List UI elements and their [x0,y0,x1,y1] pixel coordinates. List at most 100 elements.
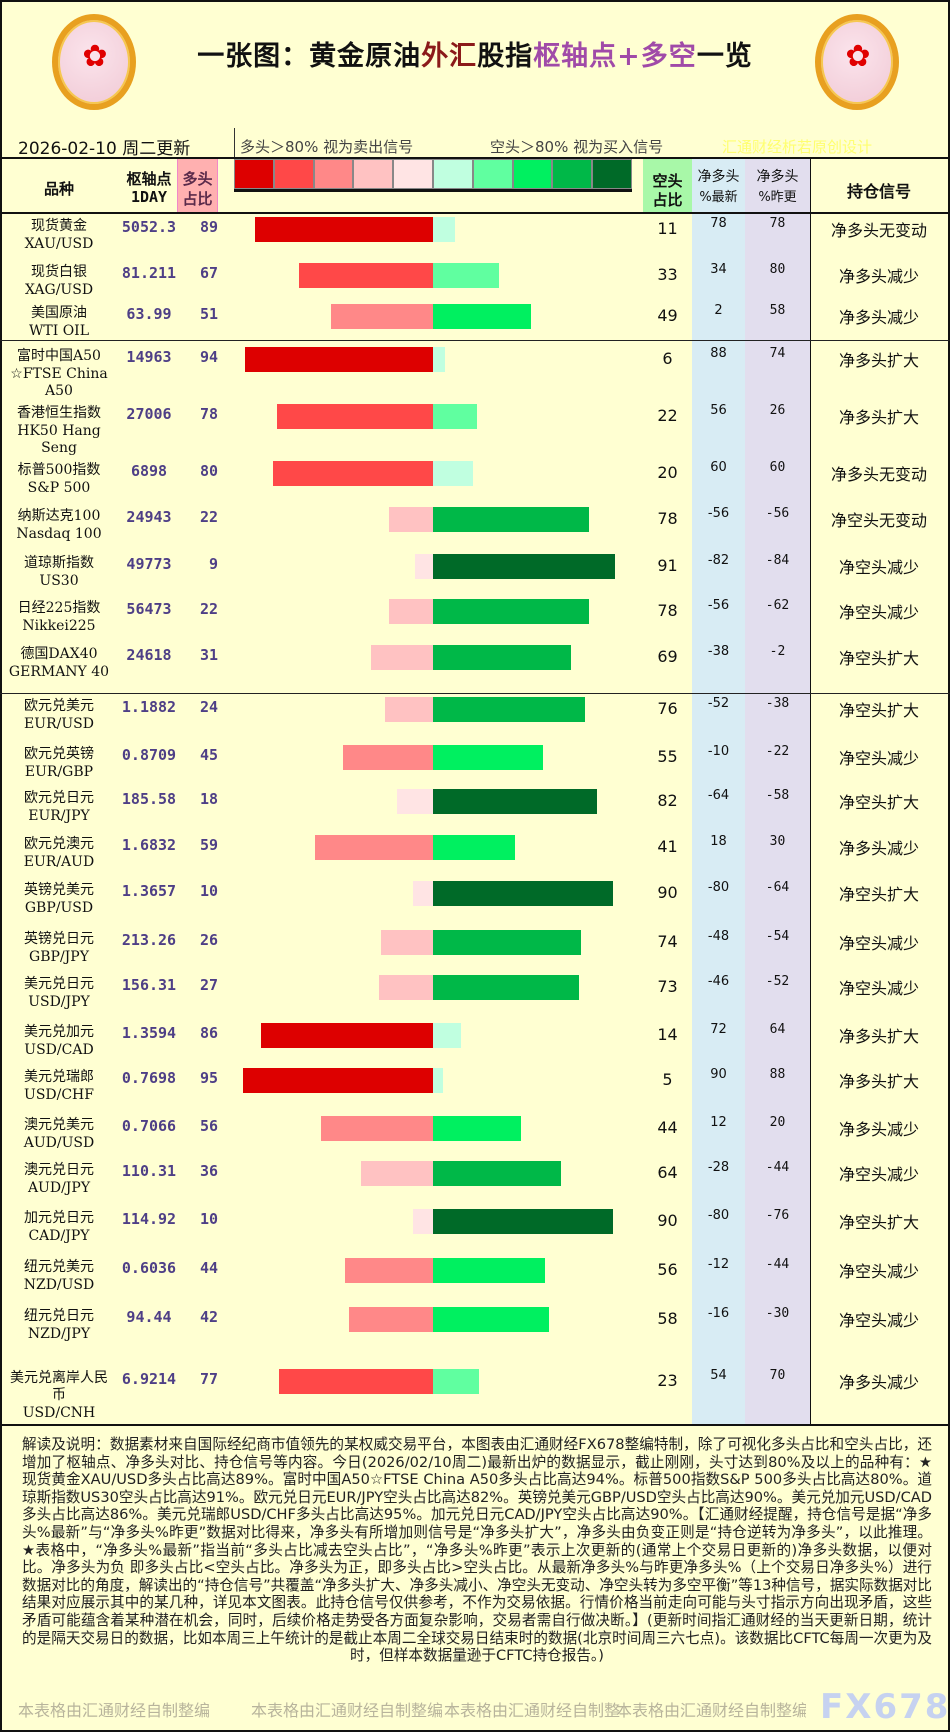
watermark: 本表格由汇通财经自制整编 [251,1701,444,1720]
long-bar [415,554,433,579]
variety-name-cn: 标普500指数 [17,462,101,478]
update-date: 2026-02-10 周二更新 [18,139,191,159]
watermark: 本表格由汇通财经自制整 [444,1701,621,1720]
variety-name-en: EUR/AUD [23,854,95,870]
variety-name-en: CAD/JPY [28,1228,90,1244]
position-signal: 净空头减少 [838,1311,919,1330]
short-header-bg [643,158,692,213]
pivot-value: 81.211 [121,264,177,282]
short-bar [433,1068,443,1093]
net-long-latest: -80 [707,1208,730,1223]
short-ratio: 49 [657,306,678,325]
long-bar [261,1023,433,1048]
pivot-value: 0.7066 [121,1117,177,1135]
short-ratio: 5 [662,1070,673,1089]
short-bar [433,975,579,1000]
position-signal: 净多头无变动 [830,465,927,484]
short-bar [433,347,445,372]
short-ratio: 64 [657,1163,678,1182]
short-bar [433,1209,613,1234]
long-ratio: 10 [199,882,218,900]
variety-name-cn: 纳斯达克100 [17,508,101,524]
position-signal: 净多头无变动 [830,221,927,240]
long-ratio: 94 [199,348,218,366]
net-long-previous: 74 [769,346,786,361]
long-ratio: 89 [199,218,218,236]
long-ratio: 80 [199,462,218,480]
variety-name-en: GBP/USD [24,900,94,916]
variety-name-en: USD/CAD [24,1042,94,1058]
header-net-latest-sub: %最新 [699,190,738,205]
long-header-bg [177,158,218,213]
net-long-latest: -52 [707,696,730,711]
net-long-latest: -82 [707,553,730,568]
net-long-latest: 18 [710,834,727,849]
short-bar [433,461,473,486]
net-long-previous: -22 [765,744,790,759]
long-ratio: 22 [199,508,218,526]
long-ratio: 26 [199,931,218,949]
variety-name-en: GBP/JPY [29,949,89,965]
net-latest-column [692,158,745,1425]
short-signal-note: 空头＞80% 视为买入信号 [490,138,664,156]
net-long-latest: 54 [710,1368,727,1383]
variety-name-en: AUD/JPY [27,1180,91,1196]
header-long-sub: 占比 [182,190,213,208]
long-ratio: 18 [199,790,218,808]
variety-name-en: S&P 500 [27,480,91,496]
net-long-latest: 12 [710,1115,727,1130]
long-ratio: 10 [199,1210,218,1228]
variety-name-en: XAG/USD [24,282,94,298]
net-long-latest: 72 [710,1022,727,1037]
position-signal: 净空头扩大 [838,1213,919,1232]
variety-name-cn: 道琼斯指数 [24,555,94,571]
net-long-latest: -10 [707,744,730,759]
variety-name-en: US30 [39,573,79,589]
variety-name-cn: 欧元兑日元 [24,790,94,806]
variety-name-cn: 美元兑瑞郎 [24,1069,94,1085]
short-bar [433,1116,521,1141]
short-bar [433,1258,545,1283]
net-long-latest: -12 [707,1257,730,1272]
pivot-value: 56473 [126,600,172,618]
long-ratio: 86 [199,1024,218,1042]
brand-logo: FX678 [820,1687,950,1727]
long-ratio: 27 [199,976,218,994]
position-signal: 净多头减少 [838,1373,919,1392]
short-bar [433,835,515,860]
short-bar [433,263,499,288]
net-long-previous: -54 [765,929,790,944]
position-signal: 净空头减少 [838,934,919,953]
title-part: 外汇 [421,41,478,72]
logo-left: ✿ [52,14,136,110]
legend-swatch [313,159,354,189]
long-ratio: 36 [199,1162,218,1180]
long-bar [413,881,433,906]
net-long-previous: -44 [765,1160,790,1175]
net-long-previous: -84 [765,553,790,568]
variety-name-cn: 欧元兑澳元 [24,836,94,852]
long-bar [321,1116,433,1141]
position-signal: 净多头扩大 [838,351,919,370]
short-bar [433,304,531,329]
net-long-latest: 90 [710,1067,727,1082]
short-ratio: 69 [657,647,678,666]
short-ratio: 41 [657,837,678,856]
variety-name-en: NZD/USD [23,1277,95,1293]
long-bar [381,930,433,955]
header-net-prev-sub: %昨更 [758,190,797,205]
long-bar [389,507,433,532]
legend-swatch [592,159,632,189]
pivot-value: 110.31 [121,1162,177,1180]
long-ratio: 77 [199,1370,218,1388]
long-bar [299,263,433,288]
short-ratio: 90 [657,1211,678,1230]
net-long-previous: -2 [769,644,786,659]
variety-name-cn: 美元兑日元 [24,976,94,992]
net-long-previous: 26 [769,403,786,418]
position-signal: 净空头减少 [838,1165,919,1184]
short-bar [433,881,613,906]
variety-name-en: ☆FTSE China A50 [10,366,108,399]
short-ratio: 55 [657,747,678,766]
